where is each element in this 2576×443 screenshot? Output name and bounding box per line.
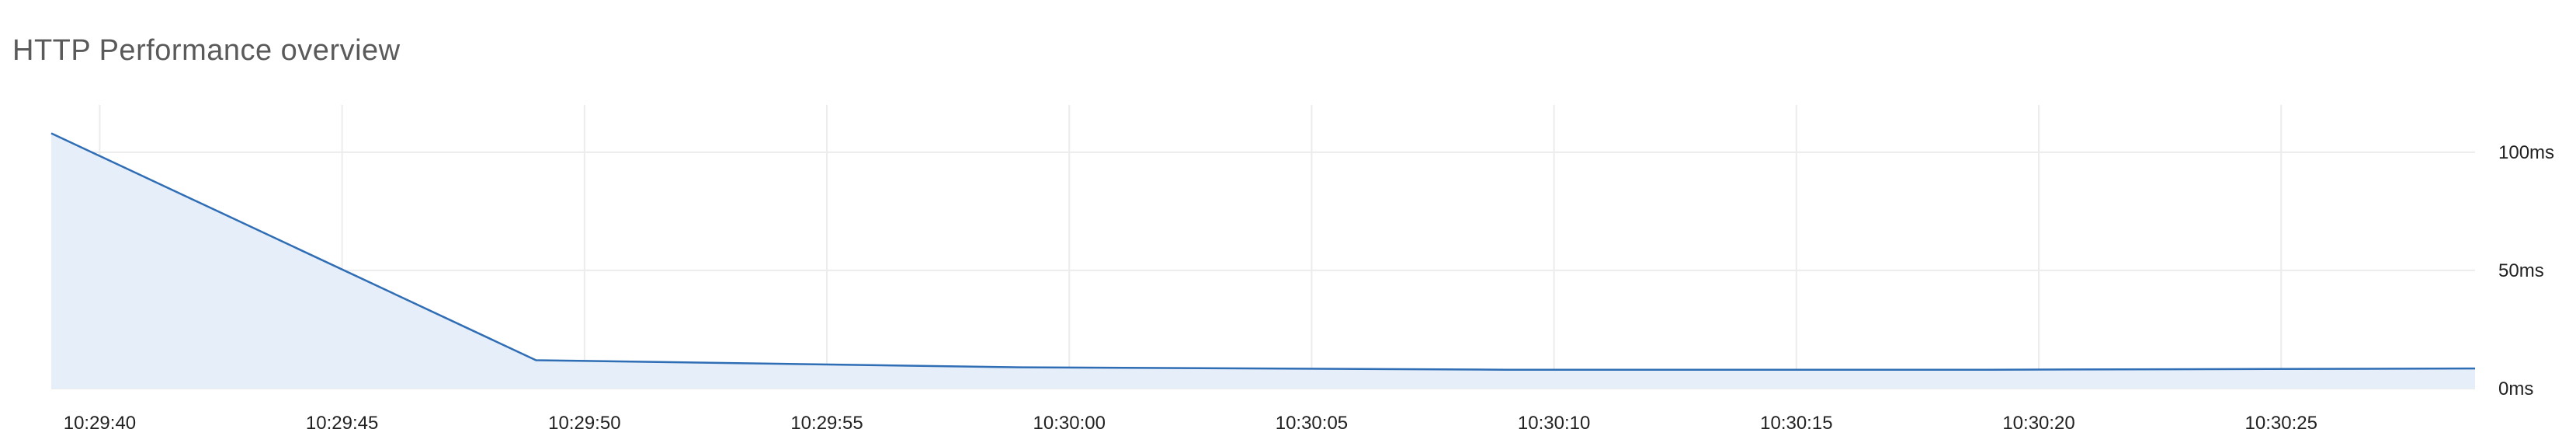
x-axis-ticks: 10:29:40 10:29:45 10:29:50 10:29:55 10:30:00… [64, 413, 2317, 434]
x-tick-label: 10:29:45 [306, 413, 378, 434]
x-tick-label: 10:30:15 [1760, 413, 1832, 434]
y-tick-label: 50ms [2498, 260, 2544, 281]
x-tick-label: 10:29:40 [64, 413, 136, 434]
panel-title: HTTP Performance overview [12, 34, 401, 67]
series-line[interactable] [50, 132, 2476, 371]
x-tick-label: 10:30:10 [1518, 413, 1590, 434]
area-layer [51, 133, 2475, 389]
x-tick-label: 10:30:00 [1033, 413, 1106, 434]
y-tick-label: 100ms [2498, 142, 2554, 163]
x-tick-label: 10:29:50 [548, 413, 620, 434]
series-area [51, 133, 2475, 389]
y-axis-ticks: 0ms 50ms 100ms [2498, 142, 2554, 399]
line-layer [50, 132, 2476, 371]
y-tick-label: 0ms [2498, 378, 2533, 399]
x-tick-label: 10:30:20 [2002, 413, 2074, 434]
x-tick-label: 10:30:05 [1276, 413, 1348, 434]
x-tick-label: 10:29:55 [790, 413, 863, 434]
x-tick-label: 10:30:25 [2245, 413, 2317, 434]
